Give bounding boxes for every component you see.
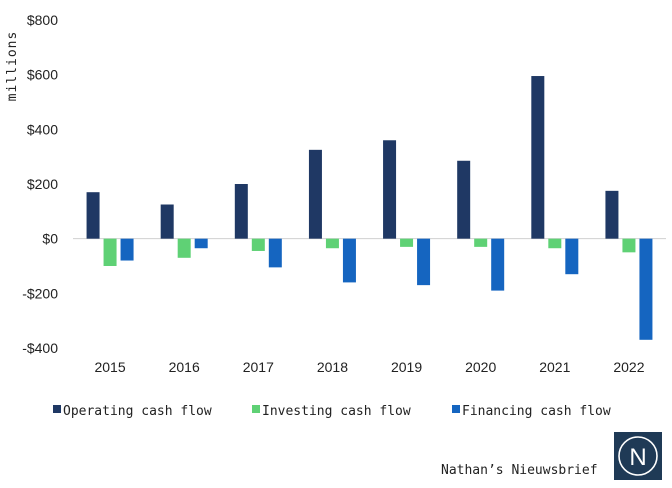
bar-investing-cash-flow-2021 xyxy=(548,238,562,249)
y-tick-label: -$400 xyxy=(22,340,58,356)
bar-investing-cash-flow-2022 xyxy=(622,238,636,253)
y-tick-label: -$200 xyxy=(22,285,58,301)
y-tick-label: $600 xyxy=(27,67,58,83)
x-tick-label: 2020 xyxy=(465,359,496,375)
bar-financing-cash-flow-2018 xyxy=(342,238,356,283)
legend-swatch xyxy=(53,405,61,413)
brand-logo-bg xyxy=(614,432,662,480)
bar-operating-cash-flow-2017 xyxy=(234,184,248,239)
legend-label: Operating cash flow xyxy=(63,404,212,419)
bar-operating-cash-flow-2019 xyxy=(383,140,397,239)
y-axis-label-group: millions xyxy=(5,31,20,102)
legend-swatch xyxy=(452,405,460,413)
bar-operating-cash-flow-2018 xyxy=(308,149,322,239)
bar-financing-cash-flow-2020 xyxy=(491,238,505,291)
bars-group xyxy=(86,76,653,340)
y-tick-label: $0 xyxy=(42,231,58,247)
bar-operating-cash-flow-2015 xyxy=(86,192,100,239)
bar-operating-cash-flow-2022 xyxy=(605,190,619,239)
bar-financing-cash-flow-2021 xyxy=(565,238,579,275)
brand-name: Nathan’s Nieuwsbrief xyxy=(441,463,598,478)
y-axis-ticks: $800 $600 $400 $200 $0 -$200 -$400 xyxy=(22,12,58,356)
legend-swatch xyxy=(252,405,260,413)
bar-financing-cash-flow-2022 xyxy=(639,238,653,340)
bar-operating-cash-flow-2020 xyxy=(457,160,471,239)
y-tick-label: $400 xyxy=(27,121,58,137)
x-tick-label: 2022 xyxy=(613,359,644,375)
bar-financing-cash-flow-2016 xyxy=(194,238,208,249)
y-tick-label: $800 xyxy=(27,12,58,28)
bar-investing-cash-flow-2015 xyxy=(103,238,117,266)
x-tick-label: 2021 xyxy=(539,359,570,375)
brand-logo-letter: N xyxy=(629,444,646,471)
bar-investing-cash-flow-2018 xyxy=(325,238,339,249)
bar-investing-cash-flow-2016 xyxy=(177,238,191,258)
legend-label: Financing cash flow xyxy=(462,404,611,419)
brand-logo-ring xyxy=(618,436,658,476)
y-axis-label: millions xyxy=(5,31,20,102)
branding: Nathan’s Nieuwsbrief N xyxy=(441,432,662,480)
bar-financing-cash-flow-2019 xyxy=(417,238,431,286)
x-tick-label: 2016 xyxy=(169,359,200,375)
x-axis-ticks: 2015 2016 2017 2018 2019 2020 2021 2022 xyxy=(94,359,644,375)
x-tick-label: 2015 xyxy=(94,359,125,375)
legend: Operating cash flow Investing cash flow Fi… xyxy=(53,404,611,419)
bar-operating-cash-flow-2016 xyxy=(160,204,174,239)
x-tick-label: 2019 xyxy=(391,359,422,375)
bar-financing-cash-flow-2015 xyxy=(120,238,134,261)
bar-investing-cash-flow-2017 xyxy=(251,238,265,251)
legend-label: Investing cash flow xyxy=(262,404,411,419)
bar-financing-cash-flow-2017 xyxy=(268,238,282,268)
bar-operating-cash-flow-2021 xyxy=(531,76,545,239)
x-tick-label: 2018 xyxy=(317,359,348,375)
bar-investing-cash-flow-2020 xyxy=(474,238,488,247)
y-tick-label: $200 xyxy=(27,176,58,192)
x-tick-label: 2017 xyxy=(243,359,274,375)
bar-investing-cash-flow-2019 xyxy=(400,238,414,247)
